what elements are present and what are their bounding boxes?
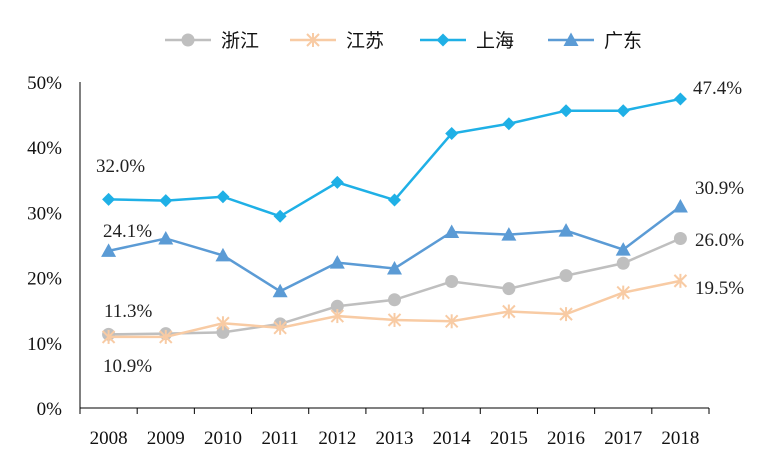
data-point-s4e0a6d77-2014 [445,127,459,141]
legend-item-s5e7f4e1c: 广东 [548,30,642,52]
data-point-s6d596c5f-2013 [388,293,401,307]
data-point-s5e7f4e1c-2009 [158,230,174,245]
data-point-s4e0a6d77-2018 [673,92,687,106]
x-tick-label: 2011 [261,428,298,449]
data-point-s4e0a6d77-2012 [330,175,344,189]
series-group [101,92,688,344]
x-tick-label: 2015 [490,428,528,449]
data-point-s4e0a6d77-2017 [616,104,630,118]
x-tick-label: 2009 [147,428,185,449]
legend-item-s4e0a6d77: 上海 [420,30,514,52]
series-line-s5e7f4e1c [108,205,682,293]
data-point-s4e0a6d77-2008 [102,192,116,206]
data-point-s6c5f82cf-2015 [502,304,516,319]
x-tick-label: 2012 [318,428,356,449]
x-tick-label: 2013 [376,428,414,449]
data-point-s5e7f4e1c-2012 [329,255,345,269]
data-point-s5e7f4e1c-2008 [101,243,117,257]
data-label-shanghai-2008: 32.0% [96,156,145,177]
legend-item-s6c5f82cf: 江苏 [290,30,384,52]
legend-label: 广东 [604,30,642,52]
legend-marker-asterisk [306,33,320,47]
x-tick-label: 2018 [661,428,699,449]
series-line-s6c5f82cf [108,279,681,339]
data-point-s6c5f82cf-2016 [559,307,573,322]
data-point-s5e7f4e1c-2018 [672,199,688,213]
legend-marker-triangle [563,32,579,46]
legend: 浙江 江苏 上海 广东 [165,30,642,52]
data-point-s5e7f4e1c-2016 [558,223,574,237]
y-tick-label: 50% [27,73,62,94]
legend-label: 浙江 [221,30,259,52]
y-tick-label: 10% [27,334,62,355]
data-point-s6d596c5f-2012 [330,299,344,313]
series-s4e0a6d77 [102,92,687,223]
legend-label: 上海 [476,30,514,52]
data-point-s6c5f82cf-2014 [444,314,459,329]
data-point-s4e0a6d77-2015 [502,117,516,131]
x-tick-label: 2008 [90,428,128,449]
data-point-s4e0a6d77-2010 [216,190,230,204]
data-point-s6d596c5f-2015 [502,282,516,296]
data-point-s4e0a6d77-2016 [559,104,573,118]
data-point-s5e7f4e1c-2010 [215,247,231,262]
series-s6c5f82cf [101,273,688,344]
data-point-s4e0a6d77-2011 [273,209,287,223]
y-tick-label: 40% [27,138,62,159]
data-label-zhejiang-2018: 26.0% [695,230,744,251]
data-point-s6c5f82cf-2010 [216,316,230,331]
data-point-s5e7f4e1c-2015 [501,227,517,241]
legend-label: 江苏 [346,30,384,52]
data-point-s6c5f82cf-2012 [330,309,345,324]
y-tick-label: 0% [37,399,63,420]
legend-marker-circle [181,33,195,47]
data-label-zhejiang-2008: 11.3% [104,301,153,322]
data-point-s6d596c5f-2017 [616,256,630,270]
x-tick-label: 2017 [604,428,642,449]
y-tick-label: 30% [27,203,62,224]
data-point-s6d596c5f-2016 [559,269,573,283]
series-s5e7f4e1c [101,199,688,298]
data-label-shanghai-2018: 47.4% [693,78,742,99]
x-tick-labels: 2008 2009 2010 2011 2012 2013 2014 2015 2016 2017… [90,428,700,449]
data-point-s4e0a6d77-2013 [388,193,401,207]
legend-item-s6d596c5f: 浙江 [165,30,259,52]
data-label-guangdong-2008: 24.1% [103,221,152,242]
data-label-guangdong-2018: 30.9% [695,178,744,199]
axes [79,82,710,414]
data-point-s6c5f82cf-2009 [159,329,173,344]
data-point-s6c5f82cf-2013 [387,312,402,327]
data-label-jiangsu-2008: 10.9% [103,356,152,377]
data-point-s4e0a6d77-2009 [159,194,173,208]
data-point-s6c5f82cf-2017 [616,285,630,300]
data-label-jiangsu-2018: 19.5% [695,278,744,299]
legend-marker-diamond [436,33,450,47]
x-tick-label: 2016 [547,428,585,449]
data-labels: 47.4% 32.0% 30.9% 24.1% 26.0% 11.3% 19.5… [96,78,744,377]
data-point-s5e7f4e1c-2017 [615,242,631,256]
data-point-s6d596c5f-2014 [445,275,459,289]
data-point-s6c5f82cf-2011 [273,320,287,335]
data-point-s6c5f82cf-2018 [673,273,688,288]
x-tick-label: 2014 [433,428,472,449]
data-point-s6d596c5f-2010 [216,325,230,339]
data-point-s5e7f4e1c-2013 [387,260,402,275]
data-point-s5e7f4e1c-2014 [444,224,460,238]
data-point-s6d596c5f-2018 [673,231,687,245]
y-tick-label: 20% [27,269,62,290]
data-point-s6c5f82cf-2008 [101,329,116,344]
y-tick-labels: 0% 10% 20% 30% 40% 50% [27,73,62,420]
x-tick-label: 2010 [204,428,242,449]
data-point-s5e7f4e1c-2011 [272,283,288,298]
